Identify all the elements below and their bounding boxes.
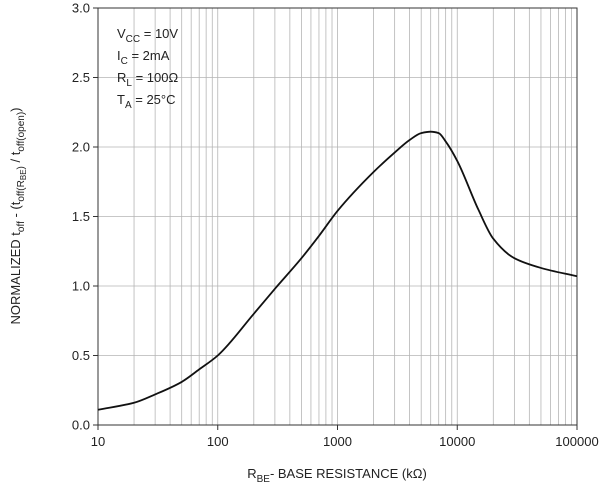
y-axis-title-s2: off(R — [16, 180, 27, 202]
y-tick-label: 0.0 — [72, 418, 90, 433]
y-tick-label: 2.5 — [72, 70, 90, 85]
condition-symbol: T — [117, 92, 125, 107]
condition-symbol: R — [117, 70, 126, 85]
y-tick-labels: 0.0 0.5 1.0 1.5 2.0 2.5 3.0 — [72, 1, 90, 433]
x-tick-label: 1000 — [323, 434, 352, 449]
y-axis-title-p3: / t — [8, 151, 23, 166]
x-axis-title: RBE- BASE RESISTANCE (kΩ) — [247, 466, 427, 485]
condition-subscript: L — [126, 78, 132, 89]
y-tick-label: 3.0 — [72, 1, 90, 16]
y-tick-label: 1.5 — [72, 209, 90, 224]
condition-subscript: C — [121, 56, 128, 67]
y-axis-title-s3: off(open) — [16, 112, 27, 152]
x-axis-title-sub: BE — [257, 474, 271, 485]
condition-subscript: CC — [126, 34, 140, 45]
ticks — [93, 7, 578, 430]
condition-symbol: I — [117, 48, 121, 63]
condition-line: VCC = 10V — [117, 26, 178, 45]
plot-frame — [97, 7, 578, 426]
y-tick-label: 0.5 — [72, 348, 90, 363]
y-axis-title-p1: NORMALIZED t — [8, 232, 23, 325]
y-tick-label: 2.0 — [72, 140, 90, 155]
x-tick-label: 10 — [91, 434, 105, 449]
x-axis-title-rest: - BASE RESISTANCE (kΩ) — [270, 466, 427, 481]
condition-value: = 10V — [140, 26, 178, 41]
x-axis-title-main: R — [247, 466, 256, 481]
y-axis-title-s2b: BE — [19, 169, 28, 180]
y-axis-title-p2: - (t — [8, 201, 23, 221]
x-tick-label: 100000 — [555, 434, 598, 449]
y-axis-title-s1: off — [16, 221, 27, 232]
condition-value: = 25°C — [132, 92, 176, 107]
y-axis-title-p4: ) — [8, 107, 23, 111]
condition-value: = 2mA — [128, 48, 170, 63]
series-line — [97, 130, 578, 411]
y-tick-label: 1.0 — [72, 279, 90, 294]
grid — [97, 7, 577, 426]
condition-value: = 100Ω — [132, 70, 179, 85]
x-tick-label: 100 — [207, 434, 229, 449]
condition-symbol: V — [117, 26, 126, 41]
x-tick-labels: 10 100 1000 10000 100000 — [91, 434, 599, 449]
condition-subscript: A — [125, 100, 132, 111]
y-axis-title-s2c: ) — [16, 166, 27, 169]
x-tick-label: 10000 — [439, 434, 475, 449]
y-axis-title: NORMALIZED toff - (toff(RBE) / toff(open… — [8, 107, 28, 324]
condition-line: RL = 100Ω — [117, 70, 178, 89]
condition-line: TA = 25°C — [117, 92, 176, 111]
condition-line: IC = 2mA — [117, 48, 170, 67]
